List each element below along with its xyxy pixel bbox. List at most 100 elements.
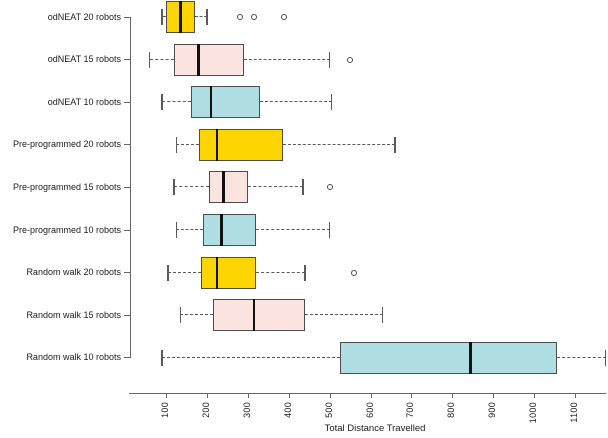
x-axis-tick: [534, 393, 536, 398]
y-axis-line: [130, 17, 131, 358]
whisker-line-right: [243, 58, 330, 60]
whisker-cap-min: [175, 136, 177, 153]
whisker-cap-max: [302, 179, 304, 196]
y-axis-tick: [124, 144, 130, 146]
y-axis-tick: [124, 59, 130, 61]
median-line: [209, 86, 213, 119]
x-axis-tick: [370, 393, 372, 398]
whisker-cap-min: [161, 9, 163, 25]
category-label: Pre-programmed 15 robots: [12, 181, 121, 192]
whisker-line-right: [255, 271, 306, 273]
whisker-line-left: [168, 271, 201, 273]
whisker-cap-min: [161, 349, 163, 366]
category-label: Random walk 15 robots: [26, 309, 121, 320]
iqr-box: [174, 43, 244, 76]
outlier-point: [250, 14, 257, 20]
category-label: odNEAT 10 robots: [47, 96, 121, 107]
x-tick-label: 700: [405, 402, 416, 418]
whisker-cap-max: [394, 136, 396, 153]
outlier-point: [236, 14, 243, 20]
median-line: [469, 341, 472, 374]
whisker-line-right: [194, 16, 207, 17]
whisker-line-left: [161, 101, 191, 103]
category-label: Pre-programmed 10 robots: [12, 224, 121, 235]
x-tick-label: 800: [446, 402, 457, 418]
whisker-line-left: [176, 143, 199, 145]
outlier-point: [326, 184, 333, 191]
x-axis-tick: [575, 393, 576, 398]
whisker-cap-max: [328, 222, 331, 238]
x-axis-tick: [288, 393, 290, 398]
x-axis-line: [129, 393, 606, 394]
x-axis-tick: [411, 393, 413, 398]
x-axis-tick: [493, 393, 495, 398]
whisker-cap-max: [206, 9, 208, 25]
whisker-line-left: [149, 58, 175, 60]
y-axis-tick: [124, 314, 130, 316]
whisker-line-right: [247, 186, 303, 188]
x-tick-label: 600: [364, 402, 375, 418]
iqr-box: [198, 128, 283, 161]
median-line: [215, 256, 219, 289]
category-label: odNEAT 20 robots: [47, 11, 121, 22]
median-line: [215, 128, 219, 161]
outlier-point: [351, 269, 358, 276]
whisker-cap-min: [175, 222, 177, 238]
whisker-cap-max: [304, 264, 306, 281]
x-tick-label: 1100: [569, 402, 579, 423]
whisker-cap-max: [382, 307, 384, 324]
whisker-line-right: [260, 101, 332, 103]
iqr-box: [190, 86, 261, 119]
whisker-cap-min: [179, 307, 181, 324]
whisker-line-left: [161, 356, 340, 358]
y-axis-tick: [124, 101, 130, 103]
x-tick-label: 400: [282, 402, 293, 418]
y-axis-tick: [124, 186, 130, 188]
whisker-line-right: [305, 314, 383, 316]
iqr-box: [200, 256, 256, 289]
x-tick-label: 100: [160, 402, 170, 418]
iqr-box: [202, 214, 256, 246]
whisker-cap-max: [330, 94, 333, 111]
outlier-point: [347, 56, 354, 63]
x-axis-tick: [166, 393, 167, 398]
iqr-box: [339, 341, 557, 374]
median-line: [252, 299, 256, 332]
median-line: [179, 1, 182, 33]
x-tick-label: 500: [323, 402, 334, 418]
x-tick-label: 1000: [528, 402, 539, 424]
whisker-line-right: [282, 143, 396, 145]
y-axis-tick: [124, 229, 130, 231]
outlier-point: [280, 14, 287, 20]
median-line: [221, 171, 225, 204]
x-axis-tick: [452, 393, 454, 398]
category-label: Random walk 10 robots: [26, 352, 121, 363]
category-label: Pre-programmed 20 robots: [12, 139, 121, 150]
whisker-line-left: [180, 314, 214, 316]
whisker-cap-min: [167, 264, 169, 281]
whisker-line-right: [556, 356, 606, 358]
y-axis-tick: [124, 16, 130, 18]
whisker-cap-min: [161, 94, 163, 111]
median-line: [219, 214, 223, 246]
x-axis-tick: [329, 393, 331, 398]
x-tick-label: 200: [200, 402, 211, 418]
x-axis-title: Total Distance Travelled: [324, 423, 426, 434]
whisker-cap-max: [328, 51, 331, 68]
whisker-line-left: [161, 16, 166, 17]
whisker-cap-min: [173, 179, 175, 196]
x-axis-tick: [247, 393, 249, 398]
iqr-box: [208, 171, 248, 204]
whisker-cap-max: [604, 349, 607, 366]
median-line: [197, 43, 200, 76]
iqr-box: [213, 299, 306, 332]
whisker-line-right: [255, 229, 330, 230]
category-label: Random walk 20 robots: [26, 267, 121, 278]
y-axis-tick: [124, 272, 130, 274]
x-tick-label: 900: [487, 402, 498, 418]
x-axis-tick: [206, 393, 208, 398]
x-tick-label: 300: [241, 402, 252, 418]
whisker-cap-min: [148, 51, 151, 68]
whisker-line-left: [176, 229, 203, 230]
